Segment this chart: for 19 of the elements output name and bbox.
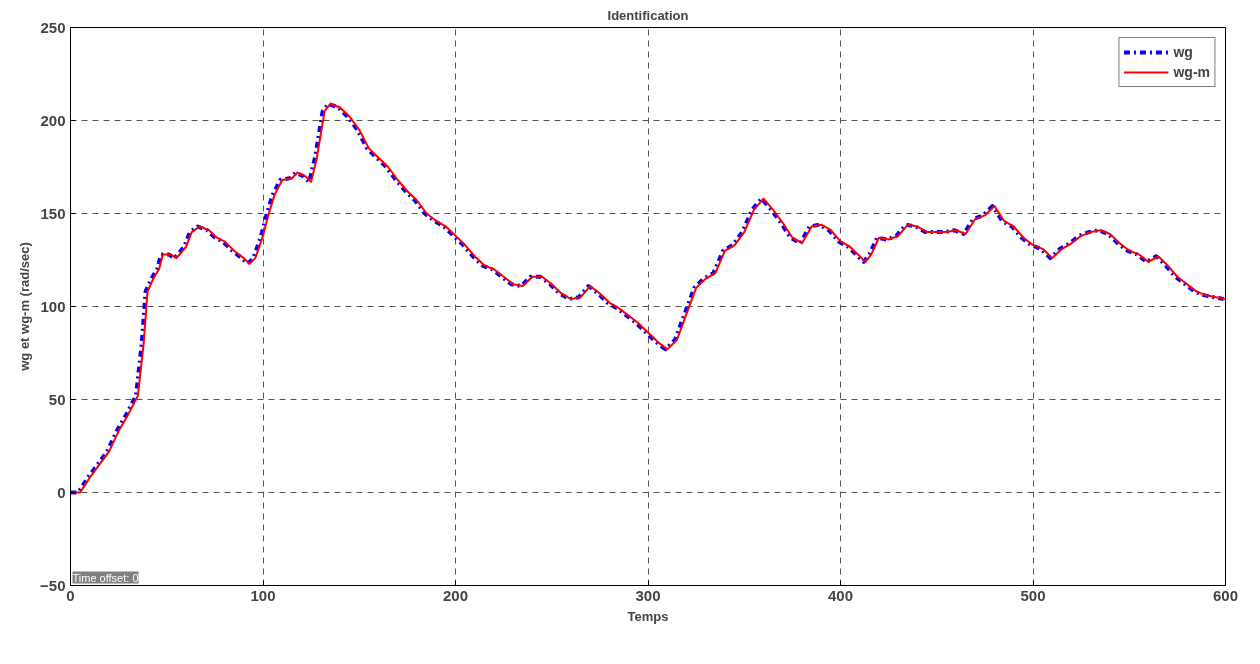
y-tick-label: 250 (40, 18, 66, 36)
x-tick-label: 600 (1212, 586, 1239, 604)
y-tick-label: 0 (57, 483, 66, 501)
x-axis-title: Temps (627, 608, 669, 624)
x-tick-label: 100 (250, 586, 276, 604)
y-tick-label: 200 (40, 111, 66, 129)
x-tick-label: 500 (1020, 586, 1046, 604)
x-tick-label: 400 (827, 586, 854, 604)
y-tick-label: 100 (40, 297, 66, 315)
y-tick-label: 150 (40, 204, 66, 222)
legend-label: wg-m (1173, 64, 1210, 80)
y-tick-label: −50 (40, 576, 66, 594)
legend-label: wg (1173, 44, 1194, 60)
annotation: Time offset: 0 (72, 571, 139, 584)
x-tick-label: 300 (635, 586, 661, 604)
y-axis-title: wg et wg-m (rad/sec) (17, 242, 33, 372)
y-tick-label: 50 (48, 390, 66, 408)
chart-title: Identification (607, 7, 689, 23)
x-tick-label: 200 (442, 586, 469, 604)
